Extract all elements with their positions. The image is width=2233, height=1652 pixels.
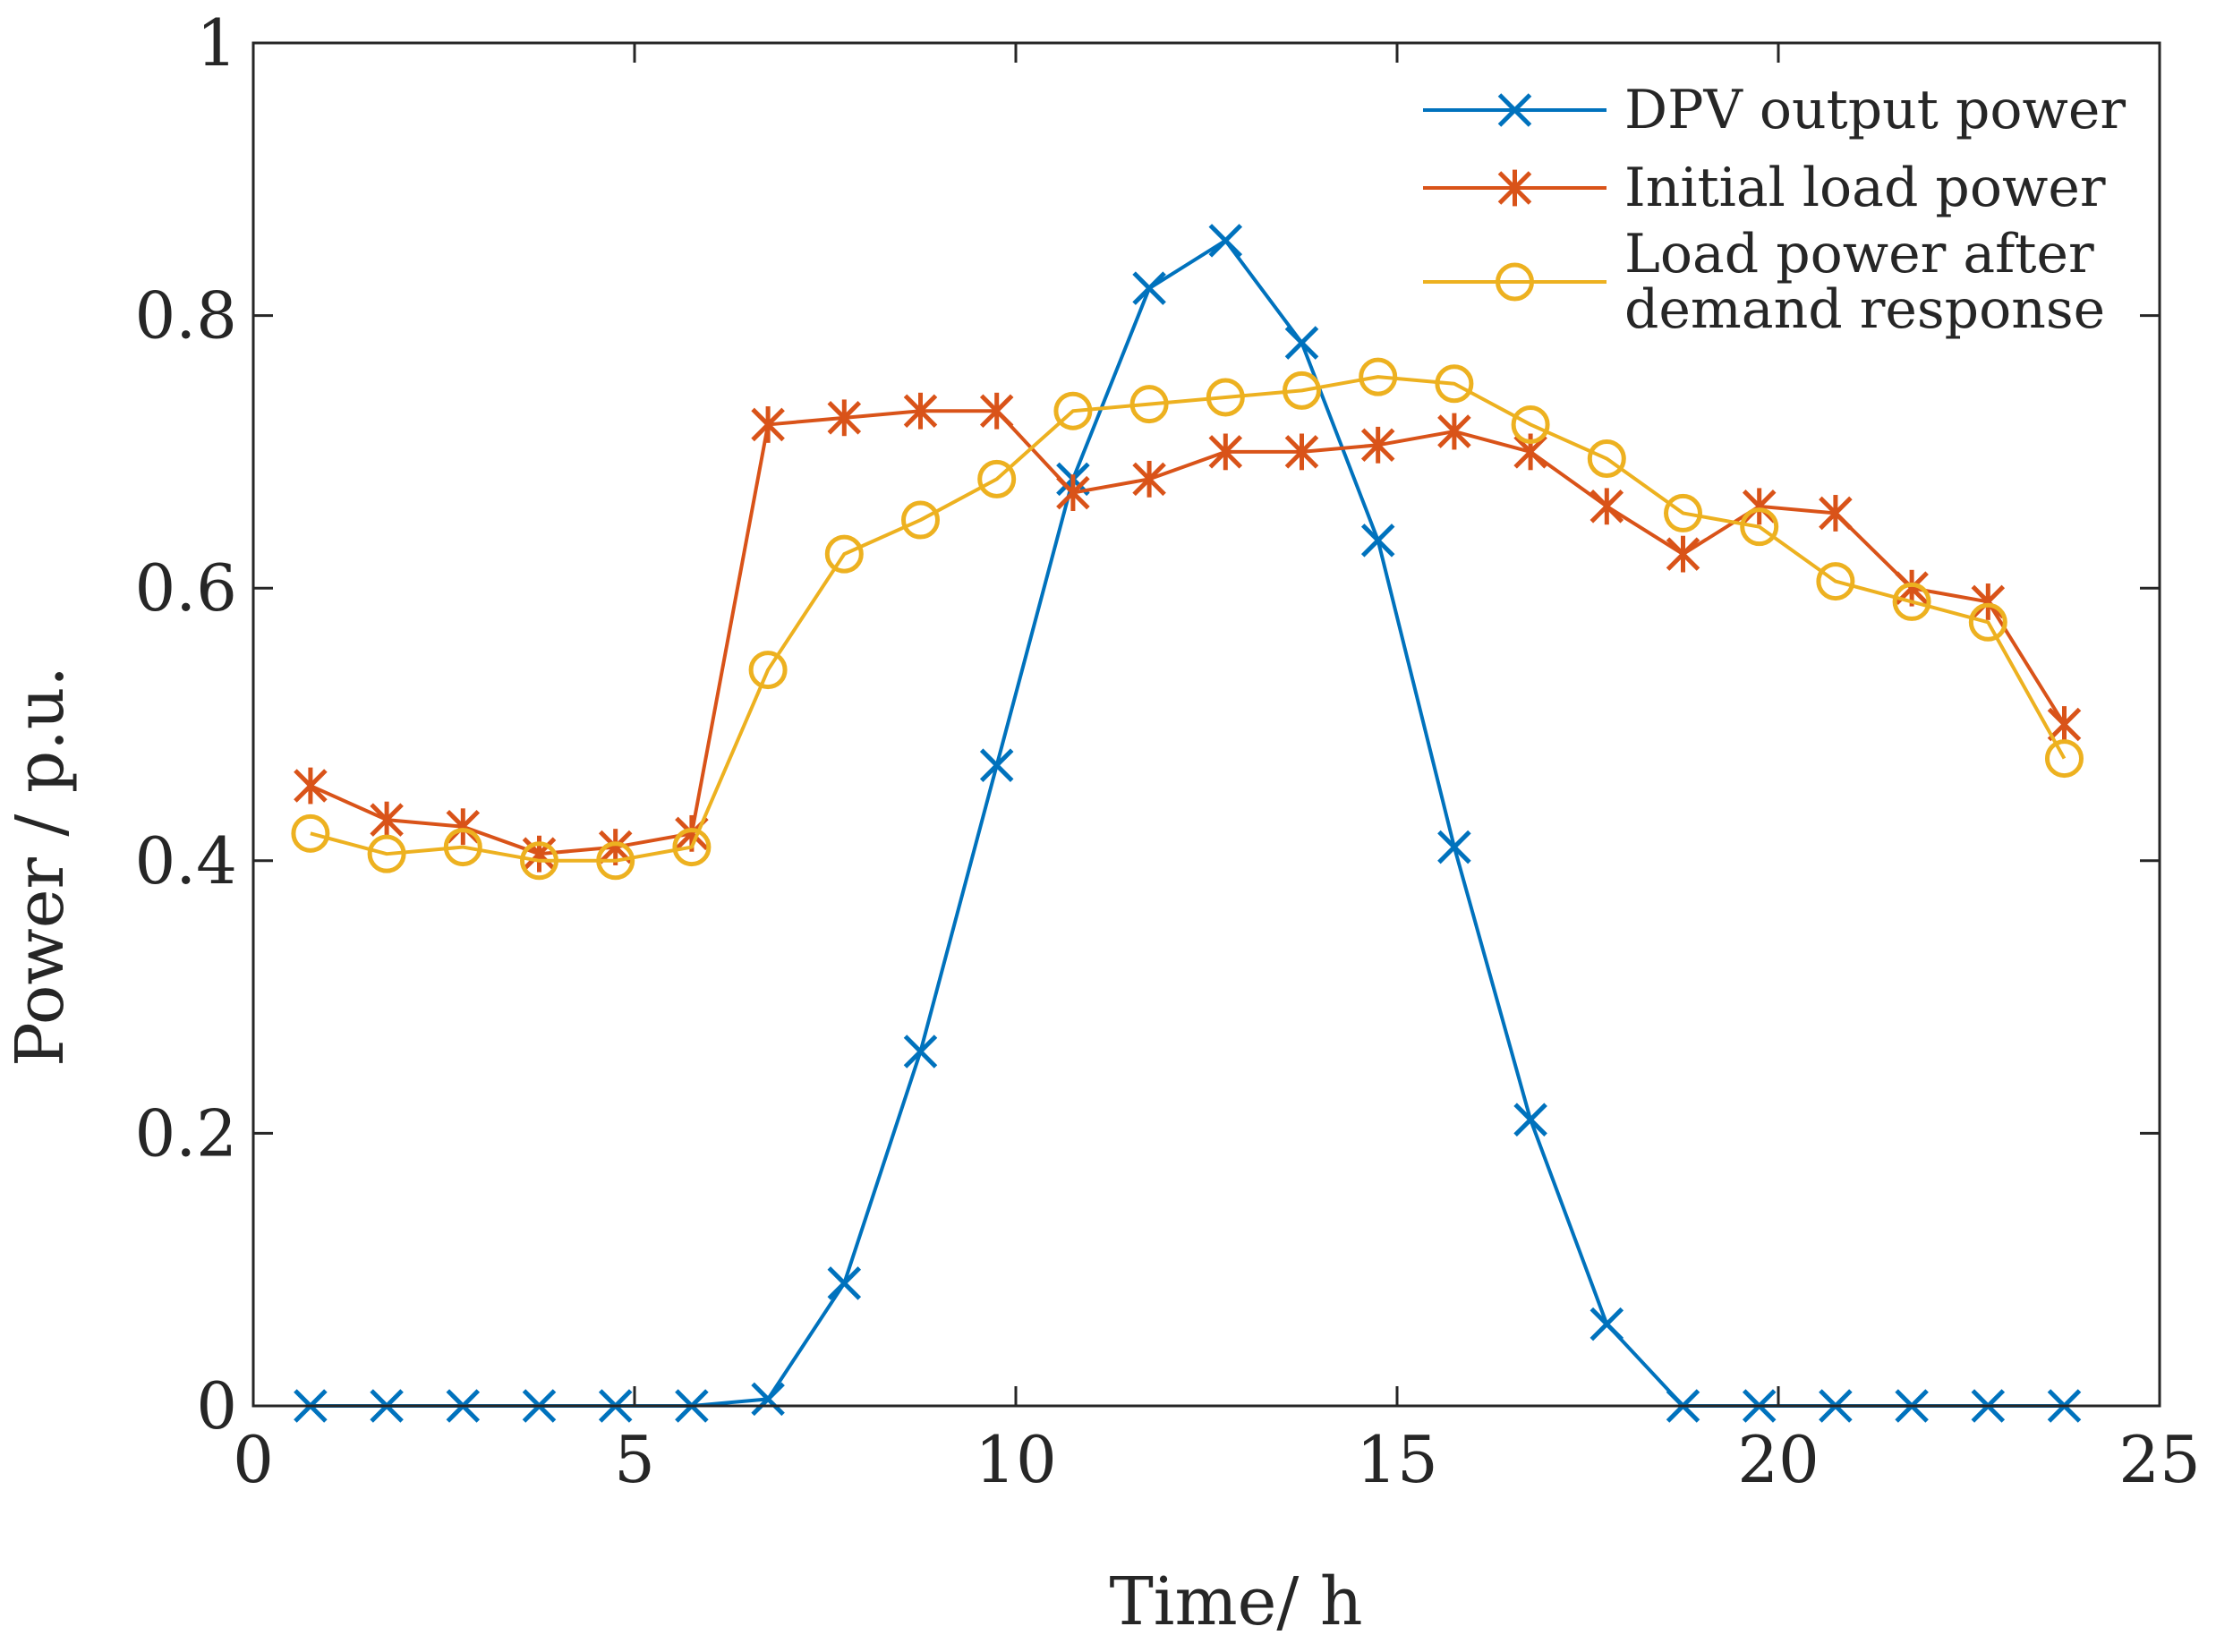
series-3-point-12 [1129,385,1169,424]
series-1-point-18 [1590,1307,1624,1341]
y-tick-label: 0.6 [134,550,237,626]
series-3-point-9 [901,500,940,540]
series-3-point-16 [1435,364,1474,404]
legend-label: DPV output power [1624,79,2126,141]
series-2-point-13 [1208,433,1243,471]
legend-swatch-marker [1497,169,1532,207]
legend-label: Initial load power [1624,157,2106,219]
series-1-point-10 [979,748,1014,782]
series-3-point-2 [367,834,406,873]
x-tick-label: 5 [614,1422,655,1497]
series-3-point-21 [1816,562,1855,601]
series-3-point-5 [596,841,635,881]
series-3-point-17 [1511,404,1550,444]
legend-label: Load power after [1624,223,2094,285]
series-3-point-6 [672,828,712,867]
legend-swatch-marker [1497,93,1532,127]
series-2-point-15 [1360,426,1395,464]
y-tick-label: 0.2 [134,1095,237,1171]
series-3 [291,357,2084,881]
series-3-point-8 [824,534,864,574]
series-3-point-13 [1206,378,1245,417]
series-3-point-11 [1053,391,1093,430]
series-3-point-20 [1740,507,1779,547]
series-3-point-19 [1664,493,1702,532]
series-1-point-12 [1132,271,1166,305]
series-2-point-1 [294,767,328,805]
series-2-point-11 [1056,474,1090,511]
legend-swatch-marker [1496,262,1534,302]
series-1-point-16 [1437,830,1471,864]
series-2-point-10 [979,392,1014,430]
series-3-point-3 [443,828,482,867]
axes: 0 5 10 15 20 25 0 0.2 0.4 0.6 0.8 1 [134,5,2200,1497]
series-2-point-7 [751,406,785,443]
series-1-point-9 [903,1035,938,1069]
x-tick-label: 10 [975,1422,1057,1497]
series-3-point-7 [748,651,788,690]
series-3-point-10 [977,459,1017,498]
series-3-point-22 [1892,582,1931,621]
series-1-point-7 [751,1382,785,1417]
series-3-point-4 [520,841,558,881]
series-2-point-3 [446,808,481,846]
y-tick-label: 1 [196,5,237,81]
y-tick-label: 0.4 [134,823,237,898]
series-2-point-12 [1132,460,1166,498]
x-tick-label: 25 [2118,1422,2201,1497]
series-1-point-17 [1513,1103,1547,1137]
series-2-point-24 [2047,706,2082,743]
series-1-point-14 [1284,326,1319,360]
x-axis-title: Time/ h [1109,1563,1362,1640]
series-3-point-14 [1283,370,1321,410]
series-2-point-8 [827,399,862,437]
series-1-point-15 [1360,524,1395,558]
y-axis-title: Power / p.u. [2,666,79,1067]
legend-item-2: Initial load power [1423,157,2106,219]
series-3-point-23 [1968,602,2007,642]
series-2-point-16 [1437,413,1471,450]
series-3-point-18 [1587,439,1626,479]
series-3-point-1 [291,813,330,853]
legend-item-1: DPV output power [1423,79,2126,141]
series-2-point-9 [903,392,938,430]
legend-label: demand response [1624,278,2105,341]
series-3-point-15 [1359,357,1398,396]
series-2-point-18 [1590,488,1624,525]
axes-box [251,41,2161,1408]
series-3-point-24 [2045,739,2084,779]
series-2-point-20 [1742,488,1777,525]
y-tick-label: 0 [196,1368,237,1443]
series-2-point-14 [1284,433,1319,471]
series-2-point-23 [1971,583,2006,620]
series-1-point-8 [827,1266,862,1300]
series-1-point-13 [1208,224,1243,258]
x-tick-label: 15 [1356,1422,1438,1497]
series-2-point-2 [370,801,404,839]
series-2-point-19 [1666,535,1700,573]
x-tick-label: 20 [1737,1422,1820,1497]
series-2-point-21 [1819,495,1853,532]
x-tick-label: 0 [233,1422,274,1497]
y-tick-label: 0.8 [134,278,237,353]
